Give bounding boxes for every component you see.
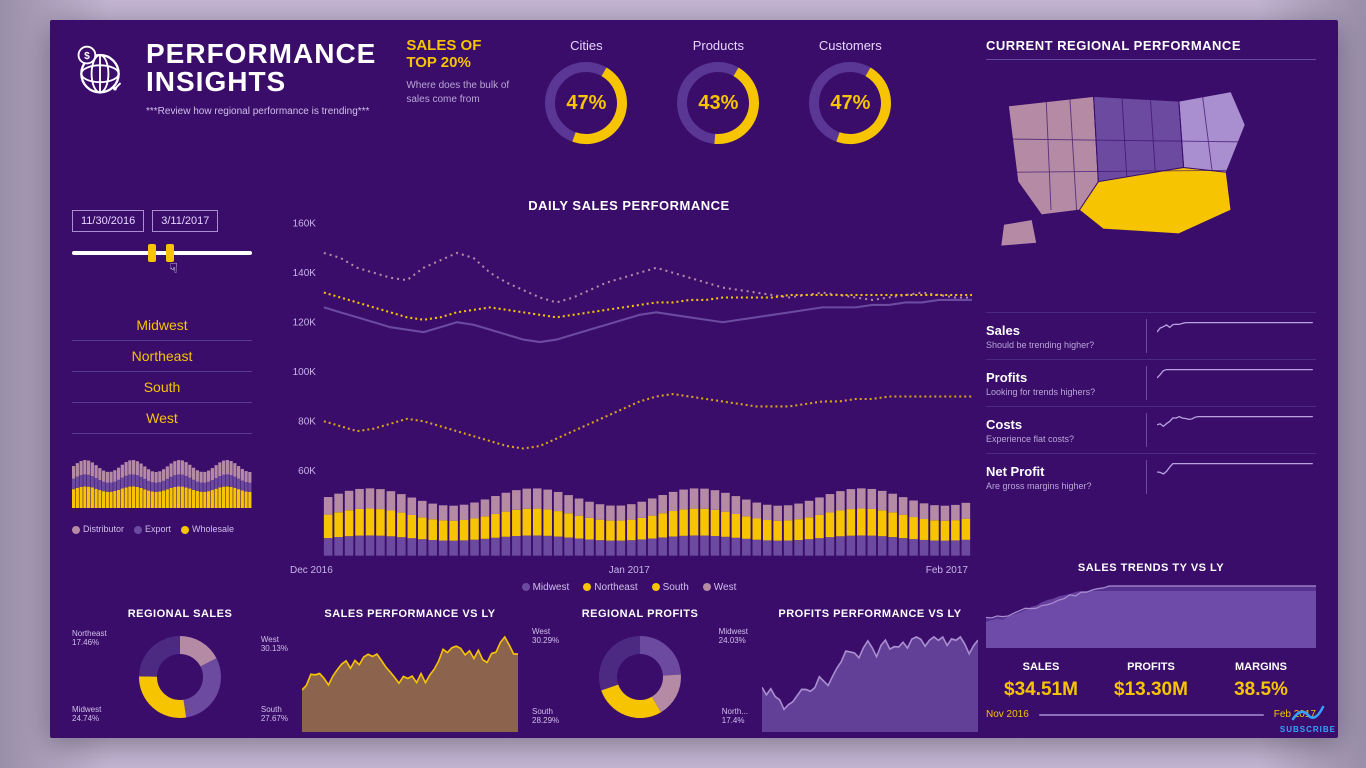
top20-label-2: TOP 20% xyxy=(406,55,516,72)
kpi-row: SALES$34.51MPROFITS$13.30MMARGINS38.5% xyxy=(986,661,1316,701)
kpi-profits: PROFITS$13.30M xyxy=(1096,661,1206,701)
range-slider[interactable]: Nov 2016 Feb 2017 xyxy=(986,709,1316,720)
daily-chart-legend: Midwest Northeast South West xyxy=(280,582,978,593)
donut-pct: 47% xyxy=(542,59,630,147)
donut-pct: 47% xyxy=(806,59,894,147)
map-west xyxy=(1008,96,1098,214)
range-from: Nov 2016 xyxy=(986,709,1029,720)
dashboard: $ PERFORMANCE INSIGHTS ***Review how reg… xyxy=(50,20,1338,738)
sparkline xyxy=(1157,319,1316,353)
panel-title: REGIONAL SALES xyxy=(72,608,288,620)
mini-legend: Distributor Export Wholesale xyxy=(72,524,252,534)
donut-customers[interactable]: Customers 47% xyxy=(806,38,894,147)
title-block: PERFORMANCE INSIGHTS ***Review how regio… xyxy=(146,38,376,117)
daily-chart-title: DAILY SALES PERFORMANCE xyxy=(280,198,978,213)
metric-sparklines: SalesShould be trending higher? ProfitsL… xyxy=(986,312,1316,500)
date-range: 11/30/2016 3/11/2017 xyxy=(72,210,252,232)
sparkline xyxy=(1157,413,1316,447)
spark-row-profits[interactable]: ProfitsLooking for trends highers? xyxy=(986,359,1316,406)
kpi-margins: MARGINS38.5% xyxy=(1206,661,1316,701)
regional-perf-title: CURRENT REGIONAL PERFORMANCE xyxy=(986,38,1316,60)
regional-performance: CURRENT REGIONAL PERFORMANCE xyxy=(986,38,1316,257)
daily-sales-chart[interactable]: DAILY SALES PERFORMANCE 160K 140K 120K 100K… xyxy=(280,198,978,593)
daily-stacked-bars[interactable] xyxy=(280,484,978,560)
legend-item: Distributor xyxy=(72,524,124,534)
sparkline xyxy=(1157,460,1316,494)
legend-item: West xyxy=(703,582,737,593)
spark-row-net profit[interactable]: Net ProfitAre gross margins higher? xyxy=(986,453,1316,500)
x-axis-ticks: Dec 2016Jan 2017Feb 2017 xyxy=(280,565,978,576)
region-item-northeast[interactable]: Northeast xyxy=(72,341,252,372)
bottom-panels: REGIONAL SALES Northeast17.46% West30.13… xyxy=(72,608,978,720)
panel-regional-profits[interactable]: REGIONAL PROFITS Midwest24.03% North...1… xyxy=(532,608,748,720)
panel-title: PROFITS PERFORMANCE VS LY xyxy=(762,608,978,620)
svg-text:100K: 100K xyxy=(293,367,316,378)
legend-item: Midwest xyxy=(522,582,570,593)
svg-text:160K: 160K xyxy=(293,218,316,229)
slider-handle-from[interactable] xyxy=(148,244,156,262)
date-from[interactable]: 11/30/2016 xyxy=(72,210,144,232)
legend-item: Export xyxy=(134,524,171,534)
svg-text:60K: 60K xyxy=(298,466,316,477)
kpi-sales: SALES$34.51M xyxy=(986,661,1096,701)
subscribe-label: SUBSCRIBE xyxy=(1280,725,1336,734)
donut-label: Customers xyxy=(806,38,894,53)
panel-title: REGIONAL PROFITS xyxy=(532,608,748,620)
globe-dollar-icon: $ xyxy=(72,42,128,98)
donut-cities[interactable]: Cities 47% xyxy=(542,38,630,147)
date-to[interactable]: 3/11/2017 xyxy=(152,210,218,232)
spark-row-sales[interactable]: SalesShould be trending higher? xyxy=(986,312,1316,359)
subscribe-badge[interactable]: SUBSCRIBE xyxy=(1280,703,1336,734)
top20-label-1: SALES OF xyxy=(406,38,516,55)
donut-label: Cities xyxy=(542,38,630,53)
video-frame: $ PERFORMANCE INSIGHTS ***Review how reg… xyxy=(0,0,1366,768)
donut-label: Products xyxy=(674,38,762,53)
top20-block: SALES OF TOP 20% Where does the bulk of … xyxy=(406,38,516,106)
sparkline xyxy=(1157,366,1316,400)
date-slider[interactable]: ☟ xyxy=(72,244,252,262)
title-line-2: INSIGHTS xyxy=(146,66,376,98)
panel-regional-sales[interactable]: REGIONAL SALES Northeast17.46% West30.13… xyxy=(72,608,288,720)
donut-row: Cities 47% Products 43% Customers xyxy=(542,38,894,147)
cursor-hand-icon: ☟ xyxy=(169,260,178,277)
left-column: 11/30/2016 3/11/2017 ☟ MidwestNortheastS… xyxy=(72,210,252,534)
region-list: MidwestNortheastSouthWest xyxy=(72,310,252,434)
region-item-south[interactable]: South xyxy=(72,372,252,403)
region-item-west[interactable]: West xyxy=(72,403,252,434)
donut-pct: 43% xyxy=(674,59,762,147)
legend-item: South xyxy=(652,582,689,593)
slider-track xyxy=(72,251,252,255)
legend-item: Wholesale xyxy=(181,524,234,534)
panel-sales-vs-ly[interactable]: SALES PERFORMANCE VS LY xyxy=(302,608,518,720)
map-northeast xyxy=(1179,92,1245,173)
range-line xyxy=(1039,714,1264,716)
spark-row-costs[interactable]: CostsExperience flat costs? xyxy=(986,406,1316,453)
map-midwest xyxy=(1094,96,1184,181)
subtitle: ***Review how regional performance is tr… xyxy=(146,106,376,117)
top20-sub: Where does the bulk of sales come from xyxy=(406,79,516,106)
map-alaska xyxy=(1001,220,1037,247)
legend-item: Northeast xyxy=(583,582,637,593)
svg-text:80K: 80K xyxy=(298,416,316,427)
us-map[interactable] xyxy=(986,68,1296,248)
sales-trends-block: SALES TRENDS TY VS LY SALES$34.51MPROFIT… xyxy=(986,562,1316,720)
sales-trends-chart[interactable] xyxy=(986,578,1316,648)
svg-text:140K: 140K xyxy=(293,268,316,279)
svg-text:$: $ xyxy=(84,51,90,62)
sales-trends-title: SALES TRENDS TY VS LY xyxy=(986,562,1316,574)
mini-stacked-chart[interactable]: Distributor Export Wholesale xyxy=(72,448,252,534)
panel-title: SALES PERFORMANCE VS LY xyxy=(302,608,518,620)
donut-products[interactable]: Products 43% xyxy=(674,38,762,147)
panel-profits-vs-ly[interactable]: PROFITS PERFORMANCE VS LY xyxy=(762,608,978,720)
region-item-midwest[interactable]: Midwest xyxy=(72,310,252,341)
svg-text:120K: 120K xyxy=(293,317,316,328)
